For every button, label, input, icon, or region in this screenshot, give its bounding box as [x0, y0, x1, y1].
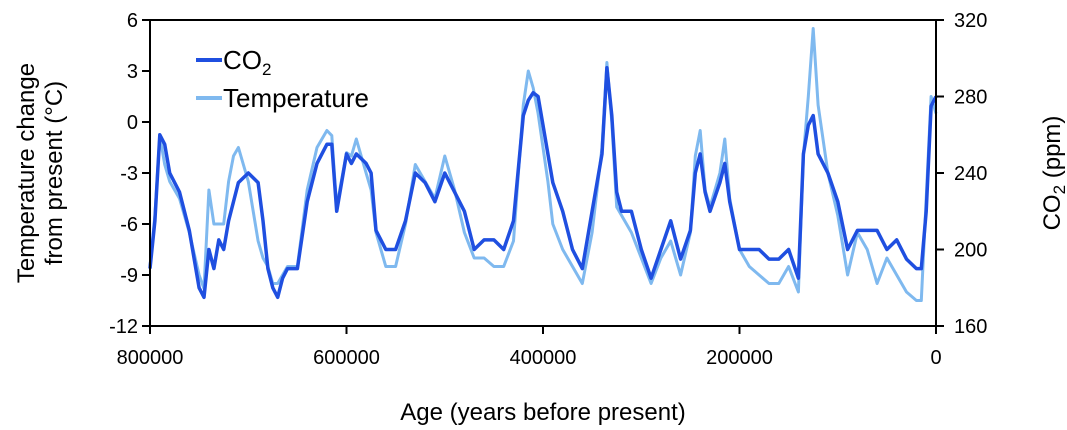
ticks-layer: 800000 600000 400000 200000 0 6 3 0 -3 -6 -9 -12 320… — [109, 10, 987, 369]
y-axis-left-title-line2: from present (°C) — [41, 81, 68, 265]
y-axis-left-title-line1: Temperature change — [13, 63, 40, 283]
y-right-tick-label: 240 — [954, 163, 987, 185]
y-right-tick-label: 160 — [954, 316, 987, 338]
x-tick-label: 0 — [930, 347, 941, 369]
y-right-tick-label: 200 — [954, 240, 987, 262]
x-tick-label: 800000 — [117, 347, 184, 369]
legend: CO2 Temperature — [196, 45, 369, 113]
x-tick-label: 600000 — [313, 347, 380, 369]
y-left-tick-label: -9 — [120, 265, 138, 287]
y-axis-right-title: CO2 (ppm) — [1039, 116, 1067, 231]
y-left-tick-label: -3 — [120, 163, 138, 185]
y-right-tick-label: 280 — [954, 87, 987, 109]
series-line-co2 — [148, 66, 938, 300]
series-layer — [148, 27, 938, 302]
x-tick-label: 200000 — [706, 347, 773, 369]
x-axis-title: Age (years before present) — [400, 399, 685, 426]
y-left-tick-label: -6 — [120, 214, 138, 236]
y-right-tick-label: 320 — [954, 10, 987, 32]
legend-label-co2: CO2 — [223, 45, 271, 79]
legend-label-temperature: Temperature — [223, 83, 369, 113]
x-tick-label: 400000 — [510, 347, 577, 369]
y-left-tick-label: -12 — [109, 316, 138, 338]
y-left-tick-label: 3 — [127, 61, 138, 83]
y-left-tick-label: 6 — [127, 10, 138, 32]
y-left-tick-label: 0 — [127, 112, 138, 134]
